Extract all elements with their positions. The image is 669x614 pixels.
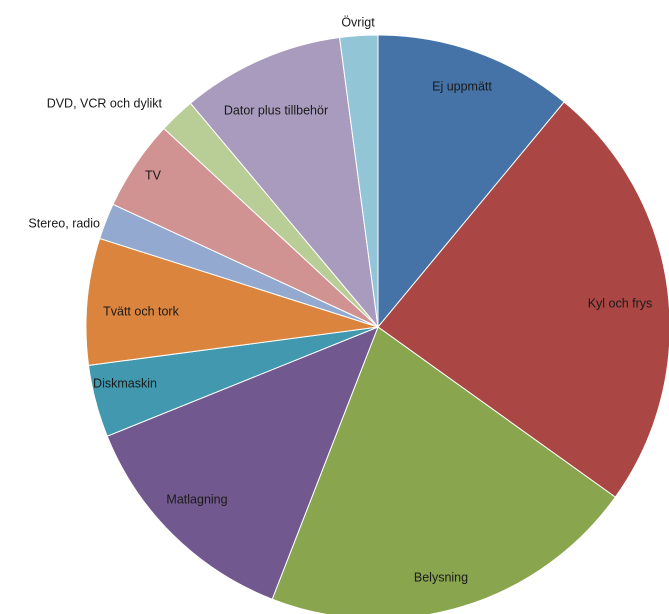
pie-slice-label: TV (145, 168, 162, 182)
pie-slice-1 (377, 34, 565, 329)
pie-slice-2 (377, 101, 669, 498)
pie-slice-label: Kyl och frys (588, 296, 653, 310)
pie-labels: Ej uppmätt Kyl och frys Belysning Matlagnin… (28, 15, 652, 584)
pie-slice-label: Ej uppmätt (432, 79, 492, 93)
pie-slice-label: Stereo, radio (28, 216, 100, 230)
pie-slice-label: Belysning (414, 570, 468, 584)
pie-slices (85, 34, 669, 614)
pie-slice-label: Dator plus tillbehör (224, 103, 328, 117)
pie-slice-11 (339, 34, 379, 328)
pie-slice-10 (189, 36, 379, 329)
pie-slice-4 (106, 326, 379, 600)
pie-slice-label: DVD, VCR och dylikt (47, 96, 163, 110)
pie-slice-3 (271, 326, 617, 614)
pie-slice-label: Diskmaskin (93, 376, 157, 390)
pie-slice-label: Matlagning (166, 492, 227, 506)
pie-slice-label: Tvätt och tork (103, 304, 179, 318)
pie-slice-label: Övrigt (341, 15, 375, 29)
pie-slice-6 (85, 237, 379, 366)
